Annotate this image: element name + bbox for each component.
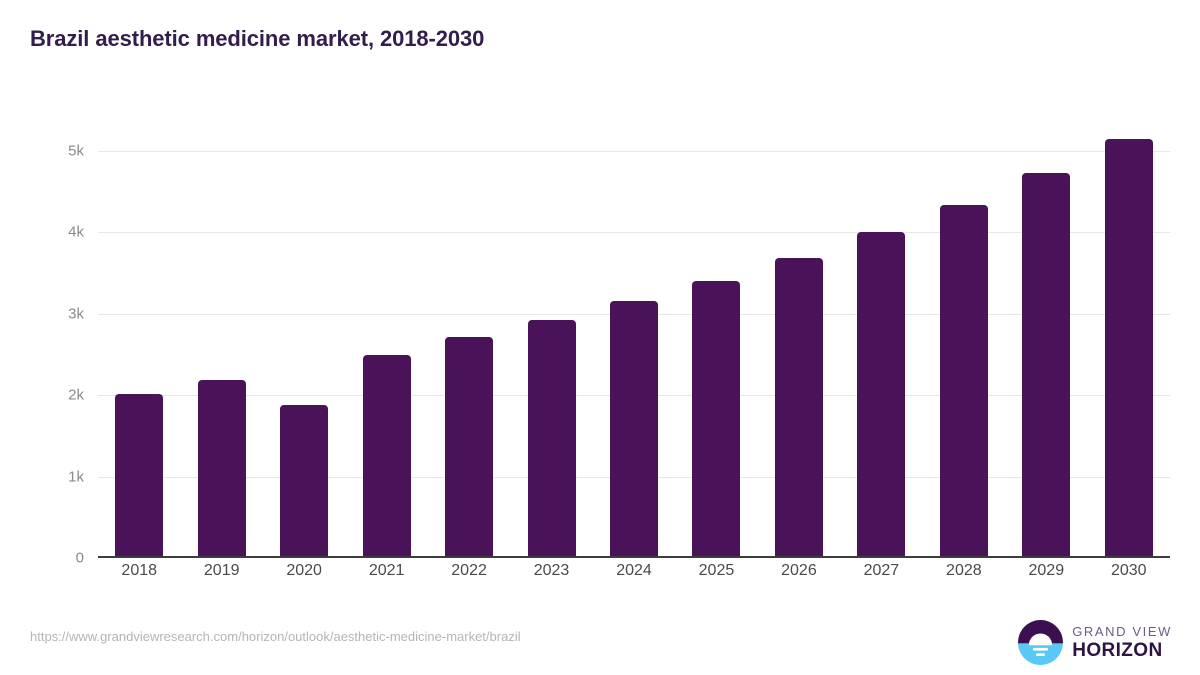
x-tick-label: 2021 [368,562,405,579]
y-tick-label: 3k [68,305,84,323]
source-url[interactable]: https://www.grandviewresearch.com/horizo… [30,629,521,644]
logo-text-grand-view: GRAND VIEW [1072,624,1172,639]
x-tick-label: 2019 [203,562,240,579]
bar-2019[interactable] [197,379,246,558]
bar-2020[interactable] [280,404,329,558]
logo-text-horizon: HORIZON [1072,640,1163,661]
y-axis-title: Market Size (US$M) [0,262,1,406]
chart-title: Brazil aesthetic medicine market, 2018-2… [30,26,485,51]
horizon-circle-icon [1018,620,1064,665]
x-tick-label: 2022 [451,562,487,579]
bar-2021[interactable] [362,355,411,558]
x-axis-labels: 2018 2019 2020 2021 2022 2023 2024 2025 2026 2027… [98,562,1170,592]
bar-2026[interactable] [774,258,823,558]
y-tick-label: 4k [68,223,84,241]
bar-2030[interactable] [1104,138,1153,558]
y-tick-label: 1k [68,468,84,486]
x-tick-label: 2025 [698,562,735,579]
bar-2029[interactable] [1022,172,1071,558]
y-tick-label: 0 [75,549,84,567]
x-tick-label: 2020 [286,562,322,579]
x-tick-label: 2030 [1110,562,1147,579]
logo-wordmark: GRAND VIEW HORIZON [1072,625,1172,660]
y-axis-labels: Market Size (US$M) 0 1k 2k 3k 4k 5k [0,110,98,566]
bar-2024[interactable] [610,301,658,558]
gridline [98,150,1170,152]
bars [98,110,1170,558]
plot-area [98,110,1170,558]
y-tick-label: 2k [68,386,84,404]
bar-2022[interactable] [445,337,494,558]
bar-2023[interactable] [527,320,576,558]
x-tick-label: 2026 [781,562,817,579]
bar-2027[interactable] [857,232,906,558]
gridline [98,232,1170,234]
x-tick-label: 2027 [863,562,900,579]
brand-logo[interactable]: GRAND VIEW HORIZON [1018,620,1172,665]
x-tick-label: 2018 [121,562,158,579]
x-tick-label: 2029 [1028,562,1065,579]
x-axis-line [98,556,1170,558]
bar-2028[interactable] [939,204,988,558]
x-tick-label: 2028 [946,562,982,579]
bar-2018[interactable] [115,394,164,558]
y-tick-label: 5k [68,142,84,160]
x-tick-label: 2024 [616,562,652,579]
x-tick-label: 2023 [533,562,570,579]
bar-2025[interactable] [692,281,741,558]
